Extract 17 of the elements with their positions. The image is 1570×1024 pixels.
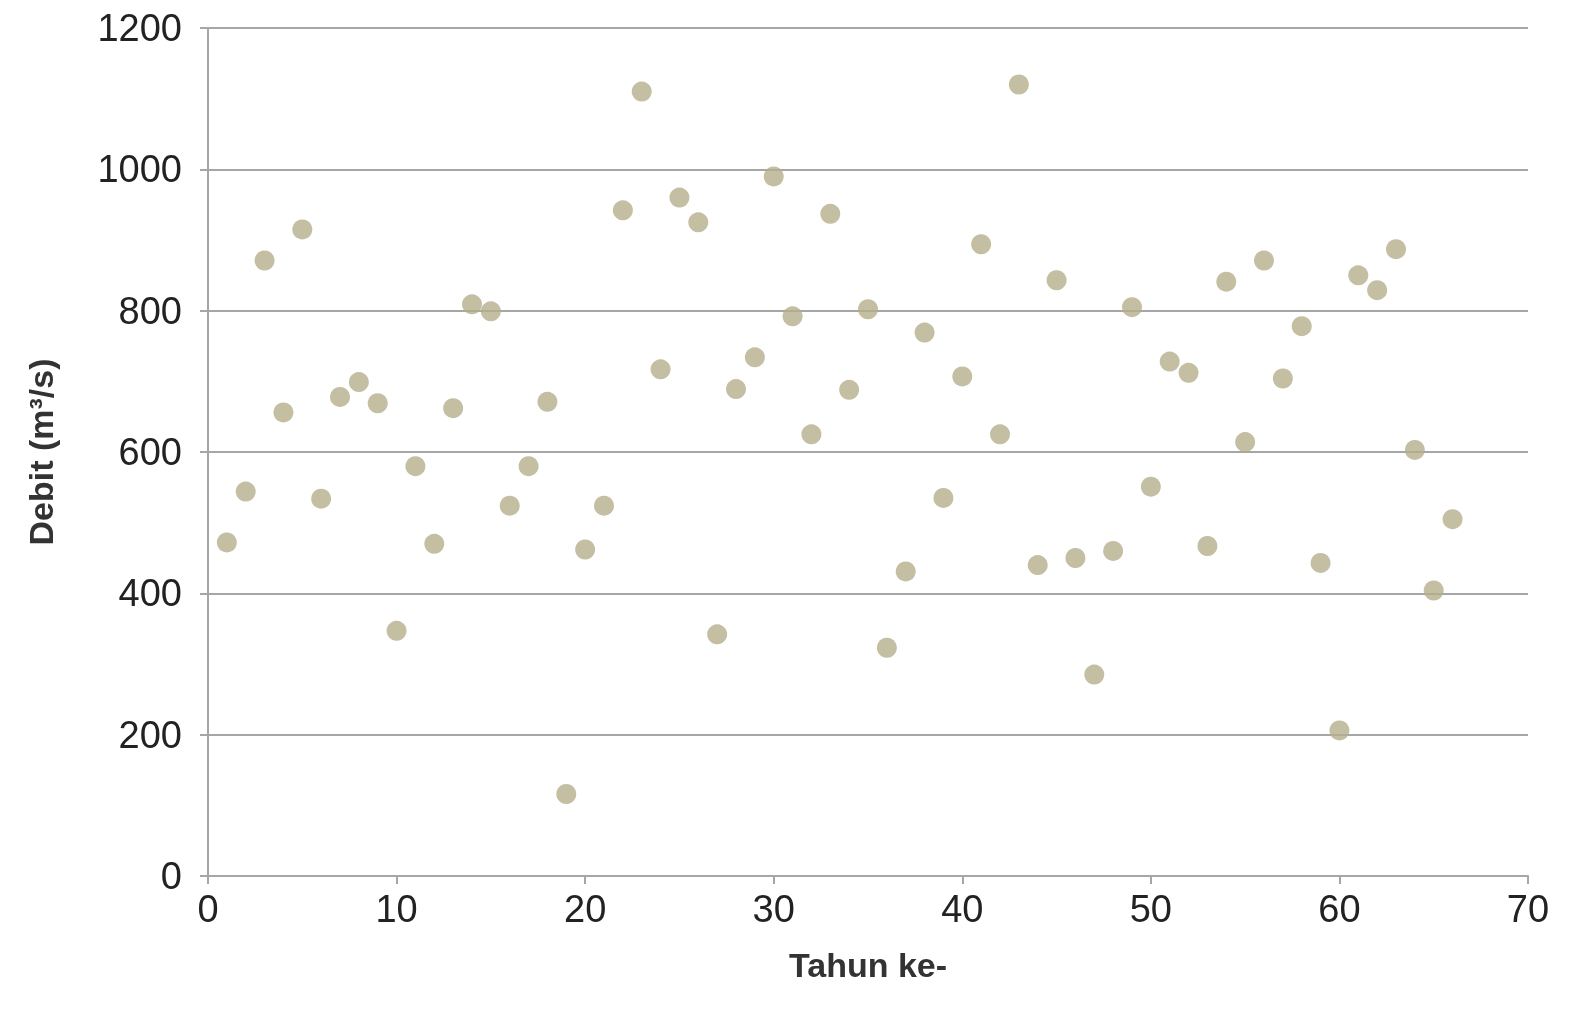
- y-tick-label: 0: [160, 855, 182, 897]
- y-tick-label: 1000: [97, 148, 182, 191]
- x-axis-title: Tahun ke-: [788, 946, 948, 984]
- y-tick-label: 1200: [97, 7, 182, 49]
- x-tick-label: 30: [752, 888, 795, 930]
- x-tick-label: 20: [564, 888, 607, 930]
- x-tick-label: 0: [197, 888, 219, 930]
- x-tick-label: 50: [1129, 888, 1172, 930]
- y-tick-label: 800: [118, 289, 182, 332]
- y-tick-label: 200: [118, 713, 182, 756]
- y-tick-label: 400: [118, 572, 182, 615]
- x-tick-label: 40: [941, 888, 984, 930]
- x-tick-label: 70: [1506, 888, 1550, 930]
- y-tick-label: 600: [118, 431, 182, 473]
- x-tick-label: 60: [1318, 888, 1361, 930]
- y-axis-title: Debit (m³/s): [22, 358, 60, 546]
- x-tick-label: 10: [375, 888, 418, 930]
